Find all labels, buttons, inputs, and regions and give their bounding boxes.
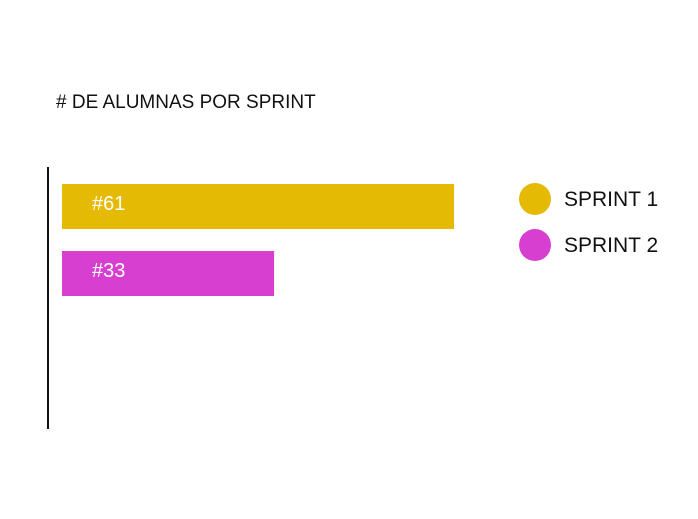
bars-group: #61 #33: [62, 184, 454, 296]
bar-label-1: #61: [92, 193, 125, 215]
legend-swatch-1: [519, 183, 551, 215]
legend-label-2: SPRINT 2: [564, 234, 658, 257]
chart-title: # DE ALUMNAS POR SPRINT: [56, 92, 316, 113]
legend: SPRINT 1 SPRINT 2: [519, 183, 658, 261]
legend-label-1: SPRINT 1: [564, 188, 658, 211]
legend-swatch-2: [519, 229, 551, 261]
bar-1: [62, 184, 454, 229]
bar-2: [62, 251, 275, 296]
bar-label-2: #33: [92, 260, 125, 282]
